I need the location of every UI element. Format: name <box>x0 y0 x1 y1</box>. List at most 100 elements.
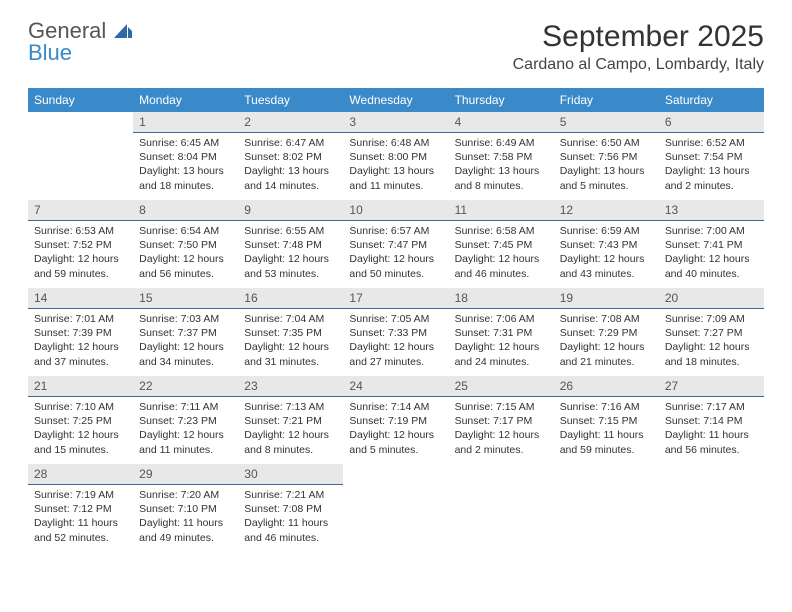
daylight-text: Daylight: 12 hours and 21 minutes. <box>560 340 653 368</box>
sunset-text: Sunset: 7:23 PM <box>139 414 232 428</box>
sunset-text: Sunset: 7:33 PM <box>349 326 442 340</box>
calendar-day-cell: 24Sunrise: 7:14 AMSunset: 7:19 PMDayligh… <box>343 376 448 464</box>
day-details: Sunrise: 7:14 AMSunset: 7:19 PMDaylight:… <box>343 397 448 463</box>
sunrise-text: Sunrise: 7:09 AM <box>665 312 758 326</box>
sunset-text: Sunset: 7:29 PM <box>560 326 653 340</box>
calendar-day-cell: 10Sunrise: 6:57 AMSunset: 7:47 PMDayligh… <box>343 200 448 288</box>
sunset-text: Sunset: 7:14 PM <box>665 414 758 428</box>
day-details: Sunrise: 7:13 AMSunset: 7:21 PMDaylight:… <box>238 397 343 463</box>
sunset-text: Sunset: 7:47 PM <box>349 238 442 252</box>
daylight-text: Daylight: 12 hours and 31 minutes. <box>244 340 337 368</box>
calendar-day-cell: 13Sunrise: 7:00 AMSunset: 7:41 PMDayligh… <box>659 200 764 288</box>
day-details: Sunrise: 7:15 AMSunset: 7:17 PMDaylight:… <box>449 397 554 463</box>
weekday-heading: Monday <box>133 88 238 112</box>
day-number: 27 <box>659 376 764 397</box>
day-number: 7 <box>28 200 133 221</box>
calendar-day-cell: 17Sunrise: 7:05 AMSunset: 7:33 PMDayligh… <box>343 288 448 376</box>
sunrise-text: Sunrise: 7:11 AM <box>139 400 232 414</box>
day-number: 4 <box>449 112 554 133</box>
calendar-day-cell: 6Sunrise: 6:52 AMSunset: 7:54 PMDaylight… <box>659 112 764 200</box>
daylight-text: Daylight: 12 hours and 34 minutes. <box>139 340 232 368</box>
day-details: Sunrise: 7:03 AMSunset: 7:37 PMDaylight:… <box>133 309 238 375</box>
calendar-day-cell: 11Sunrise: 6:58 AMSunset: 7:45 PMDayligh… <box>449 200 554 288</box>
brand-text: General Blue <box>28 20 132 64</box>
calendar-week-row: 7Sunrise: 6:53 AMSunset: 7:52 PMDaylight… <box>28 200 764 288</box>
sunrise-text: Sunrise: 6:53 AM <box>34 224 127 238</box>
day-number: 15 <box>133 288 238 309</box>
calendar-day-cell: 19Sunrise: 7:08 AMSunset: 7:29 PMDayligh… <box>554 288 659 376</box>
sunset-text: Sunset: 7:10 PM <box>139 502 232 516</box>
sunset-text: Sunset: 7:21 PM <box>244 414 337 428</box>
day-details: Sunrise: 6:59 AMSunset: 7:43 PMDaylight:… <box>554 221 659 287</box>
daylight-text: Daylight: 13 hours and 8 minutes. <box>455 164 548 192</box>
sunrise-text: Sunrise: 6:52 AM <box>665 136 758 150</box>
daylight-text: Daylight: 12 hours and 18 minutes. <box>665 340 758 368</box>
sunrise-text: Sunrise: 7:05 AM <box>349 312 442 326</box>
sunset-text: Sunset: 7:17 PM <box>455 414 548 428</box>
day-number: 3 <box>343 112 448 133</box>
calendar-table: Sunday Monday Tuesday Wednesday Thursday… <box>28 88 764 552</box>
brand-logo: General Blue <box>28 20 132 64</box>
daylight-text: Daylight: 12 hours and 11 minutes. <box>139 428 232 456</box>
day-details: Sunrise: 6:47 AMSunset: 8:02 PMDaylight:… <box>238 133 343 199</box>
calendar-day-cell: 3Sunrise: 6:48 AMSunset: 8:00 PMDaylight… <box>343 112 448 200</box>
day-number: 9 <box>238 200 343 221</box>
daylight-text: Daylight: 12 hours and 15 minutes. <box>34 428 127 456</box>
sunrise-text: Sunrise: 7:06 AM <box>455 312 548 326</box>
calendar-day-cell: 23Sunrise: 7:13 AMSunset: 7:21 PMDayligh… <box>238 376 343 464</box>
day-number: 16 <box>238 288 343 309</box>
daylight-text: Daylight: 12 hours and 8 minutes. <box>244 428 337 456</box>
daylight-text: Daylight: 12 hours and 59 minutes. <box>34 252 127 280</box>
day-number: 14 <box>28 288 133 309</box>
sunset-text: Sunset: 7:39 PM <box>34 326 127 340</box>
day-details: Sunrise: 6:48 AMSunset: 8:00 PMDaylight:… <box>343 133 448 199</box>
day-number: 8 <box>133 200 238 221</box>
day-details: Sunrise: 7:05 AMSunset: 7:33 PMDaylight:… <box>343 309 448 375</box>
calendar-day-cell: 5Sunrise: 6:50 AMSunset: 7:56 PMDaylight… <box>554 112 659 200</box>
sunrise-text: Sunrise: 7:21 AM <box>244 488 337 502</box>
sunrise-text: Sunrise: 7:17 AM <box>665 400 758 414</box>
calendar-day-cell: 18Sunrise: 7:06 AMSunset: 7:31 PMDayligh… <box>449 288 554 376</box>
sunset-text: Sunset: 7:54 PM <box>665 150 758 164</box>
calendar-day-cell <box>343 464 448 552</box>
day-details: Sunrise: 6:58 AMSunset: 7:45 PMDaylight:… <box>449 221 554 287</box>
sunset-text: Sunset: 7:48 PM <box>244 238 337 252</box>
day-number: 23 <box>238 376 343 397</box>
weekday-heading: Wednesday <box>343 88 448 112</box>
calendar-day-cell <box>449 464 554 552</box>
calendar-day-cell: 15Sunrise: 7:03 AMSunset: 7:37 PMDayligh… <box>133 288 238 376</box>
calendar-day-cell: 26Sunrise: 7:16 AMSunset: 7:15 PMDayligh… <box>554 376 659 464</box>
calendar-week-row: 28Sunrise: 7:19 AMSunset: 7:12 PMDayligh… <box>28 464 764 552</box>
sunset-text: Sunset: 7:15 PM <box>560 414 653 428</box>
day-number: 30 <box>238 464 343 485</box>
sunset-text: Sunset: 7:52 PM <box>34 238 127 252</box>
day-number: 18 <box>449 288 554 309</box>
sunrise-text: Sunrise: 7:10 AM <box>34 400 127 414</box>
daylight-text: Daylight: 13 hours and 5 minutes. <box>560 164 653 192</box>
day-number: 11 <box>449 200 554 221</box>
day-details: Sunrise: 6:54 AMSunset: 7:50 PMDaylight:… <box>133 221 238 287</box>
weekday-heading: Thursday <box>449 88 554 112</box>
calendar-day-cell: 30Sunrise: 7:21 AMSunset: 7:08 PMDayligh… <box>238 464 343 552</box>
day-details: Sunrise: 7:11 AMSunset: 7:23 PMDaylight:… <box>133 397 238 463</box>
day-details: Sunrise: 7:00 AMSunset: 7:41 PMDaylight:… <box>659 221 764 287</box>
calendar-day-cell: 12Sunrise: 6:59 AMSunset: 7:43 PMDayligh… <box>554 200 659 288</box>
calendar-body: 1Sunrise: 6:45 AMSunset: 8:04 PMDaylight… <box>28 112 764 552</box>
daylight-text: Daylight: 12 hours and 50 minutes. <box>349 252 442 280</box>
day-details: Sunrise: 7:20 AMSunset: 7:10 PMDaylight:… <box>133 485 238 551</box>
sunrise-text: Sunrise: 6:48 AM <box>349 136 442 150</box>
daylight-text: Daylight: 12 hours and 5 minutes. <box>349 428 442 456</box>
day-details: Sunrise: 7:21 AMSunset: 7:08 PMDaylight:… <box>238 485 343 551</box>
day-details: Sunrise: 7:08 AMSunset: 7:29 PMDaylight:… <box>554 309 659 375</box>
day-details: Sunrise: 6:49 AMSunset: 7:58 PMDaylight:… <box>449 133 554 199</box>
location-text: Cardano al Campo, Lombardy, Italy <box>513 56 764 74</box>
day-details: Sunrise: 7:17 AMSunset: 7:14 PMDaylight:… <box>659 397 764 463</box>
sunrise-text: Sunrise: 7:19 AM <box>34 488 127 502</box>
day-number: 6 <box>659 112 764 133</box>
day-details: Sunrise: 7:09 AMSunset: 7:27 PMDaylight:… <box>659 309 764 375</box>
day-details: Sunrise: 6:57 AMSunset: 7:47 PMDaylight:… <box>343 221 448 287</box>
daylight-text: Daylight: 11 hours and 52 minutes. <box>34 516 127 544</box>
calendar-day-cell: 22Sunrise: 7:11 AMSunset: 7:23 PMDayligh… <box>133 376 238 464</box>
day-details: Sunrise: 7:10 AMSunset: 7:25 PMDaylight:… <box>28 397 133 463</box>
sunset-text: Sunset: 7:27 PM <box>665 326 758 340</box>
